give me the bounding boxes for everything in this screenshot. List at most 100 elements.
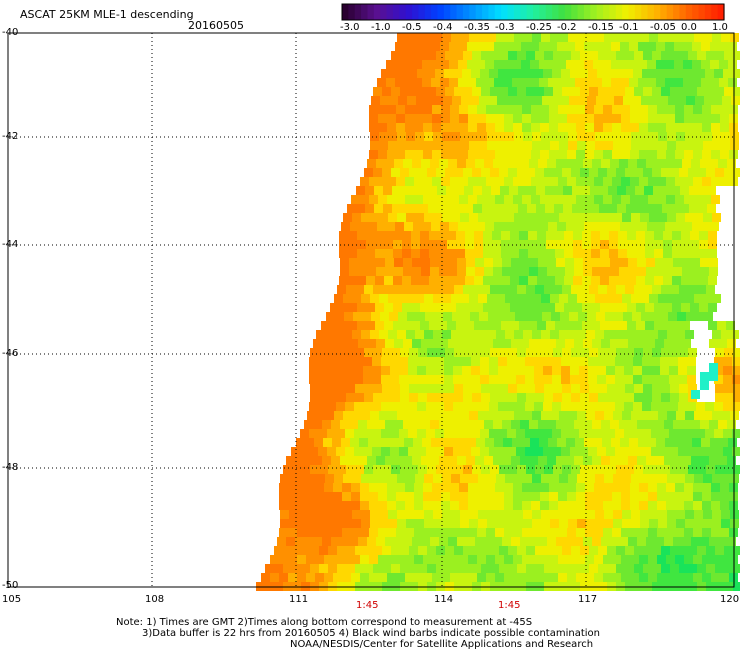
swath-cell [348, 276, 357, 285]
swath-cell [636, 231, 645, 240]
swath-cell [363, 447, 372, 456]
swath-cell [441, 114, 450, 123]
swath-cell [453, 375, 462, 384]
swath-cell [647, 60, 656, 69]
swath-cell [415, 132, 424, 141]
lon-label: 117 [578, 594, 598, 605]
swath-cell [639, 492, 648, 501]
swath-cell [577, 141, 586, 150]
swath-cell [481, 348, 490, 357]
swath-cell [549, 573, 558, 582]
swath-cell [531, 492, 540, 501]
swath-cell [613, 330, 622, 339]
swath-cell [540, 492, 549, 501]
swath-cell [484, 267, 493, 276]
swath-cell [732, 69, 740, 78]
swath-cell [539, 42, 548, 51]
swath-cell [534, 366, 543, 375]
swath-cell [660, 69, 669, 78]
swath-cell [343, 411, 352, 420]
swath-cell [357, 249, 366, 258]
swath-cell [621, 573, 630, 582]
swath-cell [625, 285, 634, 294]
swath-cell [346, 465, 355, 474]
swath-cell [508, 168, 517, 177]
swath-cell [537, 276, 546, 285]
swath-cell [607, 168, 616, 177]
swath-cell [626, 186, 635, 195]
swath-cell [432, 150, 441, 159]
swath-cell [562, 51, 571, 60]
swath-cell [672, 249, 681, 258]
swath-cell [549, 492, 558, 501]
swath-cell [660, 366, 669, 375]
swath-cell [648, 573, 657, 582]
swath-cell [608, 204, 617, 213]
swath-cell [561, 447, 570, 456]
swath-cell [423, 573, 432, 582]
swath-cell [489, 357, 498, 366]
swath-cell [429, 240, 438, 249]
swath-cell [437, 204, 446, 213]
swath-cell [441, 195, 450, 204]
swath-cell [648, 492, 657, 501]
swath-cell [607, 348, 616, 357]
swath-cell [288, 492, 297, 501]
swath-cell [466, 339, 475, 348]
swath-cell [512, 222, 521, 231]
swath-cell [661, 384, 670, 393]
swath-cell [399, 447, 408, 456]
swath-cell [586, 510, 595, 519]
map-title: ASCAT 25KM MLE-1 descending [20, 8, 194, 21]
swath-cell [439, 267, 448, 276]
swath-cell [668, 312, 677, 321]
swath-cell [316, 510, 325, 519]
swath-cell [565, 456, 574, 465]
swath-cell [427, 168, 436, 177]
swath-cell [369, 501, 378, 510]
swath-cell [559, 141, 568, 150]
swath-cell [652, 348, 661, 357]
swath-cell [555, 321, 564, 330]
colorbar-swatch [609, 4, 617, 20]
swath-cell [643, 87, 652, 96]
swath-cell [585, 123, 594, 132]
swath-cell [603, 114, 612, 123]
swath-cell [280, 474, 289, 483]
swath-cell [651, 447, 660, 456]
swath-cell [553, 564, 562, 573]
swath-cell [535, 285, 544, 294]
swath-cell [433, 330, 442, 339]
swath-cell [529, 339, 538, 348]
swath-cell [637, 258, 646, 267]
swath-cell [714, 375, 723, 384]
swath-cell [661, 285, 670, 294]
swath-cell [333, 501, 342, 510]
swath-cell [649, 411, 658, 420]
swath-cell [477, 501, 486, 510]
swath-cell [571, 51, 580, 60]
swath-cell [332, 438, 341, 447]
swath-cell [639, 150, 648, 159]
swath-cell [699, 231, 708, 240]
swath-cell [597, 357, 606, 366]
swath-cell [525, 447, 534, 456]
swath-cell [594, 492, 603, 501]
swath-cell [676, 141, 685, 150]
swath-cell [571, 564, 580, 573]
swath-cell [543, 402, 552, 411]
swath-cell [445, 87, 454, 96]
swath-cell [406, 510, 415, 519]
swath-cell [604, 33, 613, 42]
swath-cell [621, 105, 630, 114]
swath-cell [704, 312, 713, 321]
swath-cell [456, 231, 465, 240]
swath-cell [702, 501, 711, 510]
swath-cell [373, 87, 382, 96]
swath-cell [703, 141, 712, 150]
swath-cell [463, 564, 472, 573]
swath-cell [531, 528, 540, 537]
swath-cell [502, 537, 511, 546]
swath-cell [720, 555, 729, 564]
swath-cell [640, 294, 649, 303]
